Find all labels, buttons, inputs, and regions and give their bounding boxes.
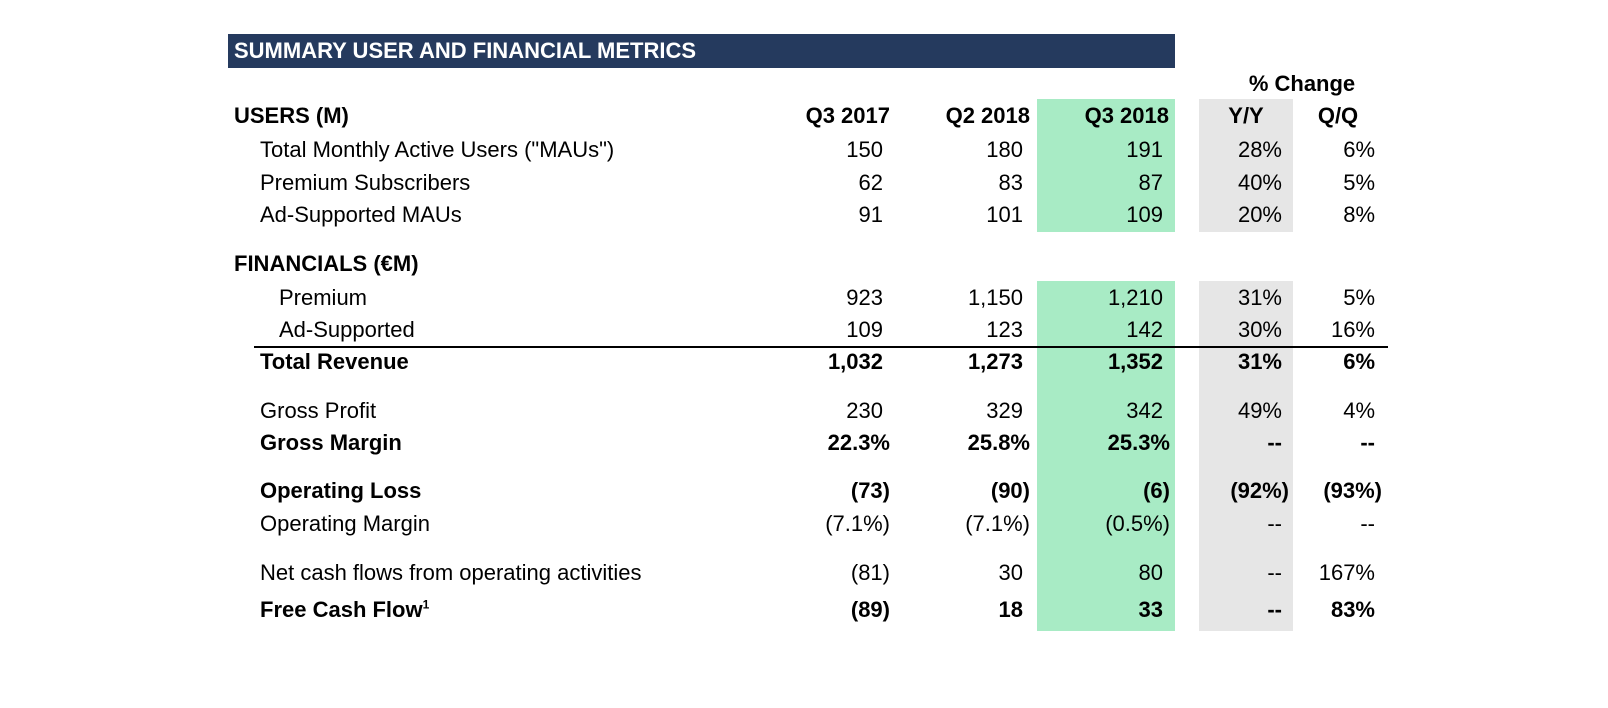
cell-q2-2018: (90)	[990, 478, 1030, 503]
cell-qq: 5%	[1343, 170, 1375, 195]
cell-qq: 16%	[1330, 317, 1375, 342]
cell-q3-2018: 87	[1138, 170, 1163, 195]
cell-qq: (93%)	[1323, 478, 1382, 503]
cell-q3-2017: 150	[846, 137, 883, 162]
cell-q2-2018: 1,150	[967, 285, 1023, 310]
cell-qq: 4%	[1343, 398, 1375, 423]
cell-q3-2017: (73)	[850, 478, 890, 503]
users-section-label: USERS (M)	[234, 103, 349, 128]
cell-q3-2018: 142	[1126, 317, 1163, 342]
row-label: Total Revenue	[260, 349, 409, 374]
row-label: Premium	[279, 285, 368, 310]
cell-q2-2018: 101	[986, 202, 1023, 227]
pct-change-header: % Change	[1248, 71, 1356, 96]
cell-q3-2017: 1,032	[827, 349, 883, 374]
cell-q3-2018: 342	[1126, 398, 1163, 423]
cell-yy: --	[1267, 560, 1282, 585]
cell-yy: --	[1267, 511, 1282, 536]
cell-q2-2018: (7.1%)	[965, 511, 1030, 536]
cell-q3-2018: (0.5%)	[1105, 511, 1170, 536]
cell-q3-2017: 923	[846, 285, 883, 310]
cell-qq: 8%	[1343, 202, 1375, 227]
row-label: Gross Margin	[260, 430, 402, 455]
title-bar	[228, 34, 1175, 68]
col-header-q2-2018: Q2 2018	[945, 103, 1030, 128]
col-header-q3-2017: Q3 2017	[805, 103, 890, 128]
cell-qq: 167%	[1318, 560, 1375, 585]
row-label: Ad-Supported MAUs	[260, 202, 462, 227]
cell-q3-2018: (6)	[1143, 478, 1170, 503]
cell-yy: (92%)	[1230, 478, 1289, 503]
cell-q3-2017: 230	[846, 398, 883, 423]
cell-q3-2018: 109	[1126, 202, 1163, 227]
row-label: Premium Subscribers	[260, 170, 471, 195]
cell-q2-2018: 83	[998, 170, 1023, 195]
row-label: Operating Margin	[260, 511, 430, 536]
row-label: Gross Profit	[260, 398, 377, 423]
yy-column-highlight	[1199, 99, 1293, 232]
cell-q3-2018: 80	[1138, 560, 1163, 585]
q3-2018-column-highlight-financials	[1037, 281, 1175, 631]
cell-yy: 28%	[1237, 137, 1282, 162]
cell-q2-2018: 30	[998, 560, 1023, 585]
cell-yy: 49%	[1237, 398, 1282, 423]
footnote-marker: 1	[422, 597, 430, 612]
cell-q3-2018: 191	[1126, 137, 1163, 162]
cell-q2-2018: 123	[986, 317, 1023, 342]
cell-q3-2017: (89)	[850, 597, 890, 622]
financials-section-label: FINANCIALS (€M)	[234, 251, 419, 276]
cell-q3-2018: 25.3%	[1107, 430, 1170, 455]
cell-q2-2018: 1,273	[967, 349, 1023, 374]
cell-q3-2017: 62	[858, 170, 883, 195]
yy-column-highlight-financials	[1199, 281, 1293, 631]
row-label: Total Monthly Active Users ("MAUs")	[260, 137, 615, 162]
col-header-q3-2018: Q3 2018	[1084, 103, 1169, 128]
cell-yy: 40%	[1237, 170, 1282, 195]
cell-qq: --	[1360, 430, 1375, 455]
row-label-text: Free Cash Flow	[260, 597, 423, 622]
cell-qq: --	[1360, 511, 1375, 536]
cell-q3-2017: (81)	[850, 560, 890, 585]
col-header-yy: Y/Y	[1228, 103, 1264, 128]
cell-yy: 31%	[1237, 285, 1282, 310]
q3-2018-column-highlight	[1037, 99, 1175, 232]
cell-yy: 31%	[1237, 349, 1282, 374]
cell-qq: 5%	[1343, 285, 1375, 310]
cell-q3-2017: (7.1%)	[825, 511, 890, 536]
total-revenue-divider	[254, 346, 1388, 348]
cell-q3-2017: 91	[858, 202, 883, 227]
cell-q3-2017: 109	[846, 317, 883, 342]
cell-q3-2018: 1,210	[1107, 285, 1163, 310]
cell-yy: --	[1267, 597, 1282, 622]
row-label: Net cash flows from operating activities	[260, 560, 642, 585]
col-header-qq: Q/Q	[1317, 103, 1359, 128]
table-title: SUMMARY USER AND FINANCIAL METRICS	[234, 38, 697, 63]
cell-q2-2018: 180	[986, 137, 1023, 162]
row-label: Free Cash Flow1	[260, 595, 429, 625]
cell-q3-2017: 22.3%	[827, 430, 890, 455]
row-label: Ad-Supported	[279, 317, 415, 342]
row-label: Operating Loss	[260, 478, 422, 503]
cell-qq: 6%	[1343, 349, 1375, 374]
cell-q2-2018: 25.8%	[967, 430, 1030, 455]
cell-q3-2018: 33	[1138, 597, 1163, 622]
cell-q3-2018: 1,352	[1107, 349, 1163, 374]
cell-qq: 83%	[1330, 597, 1375, 622]
cell-q2-2018: 329	[986, 398, 1023, 423]
cell-yy: 30%	[1237, 317, 1282, 342]
cell-yy: 20%	[1237, 202, 1282, 227]
cell-qq: 6%	[1343, 137, 1375, 162]
cell-q2-2018: 18	[998, 597, 1023, 622]
cell-yy: --	[1267, 430, 1282, 455]
